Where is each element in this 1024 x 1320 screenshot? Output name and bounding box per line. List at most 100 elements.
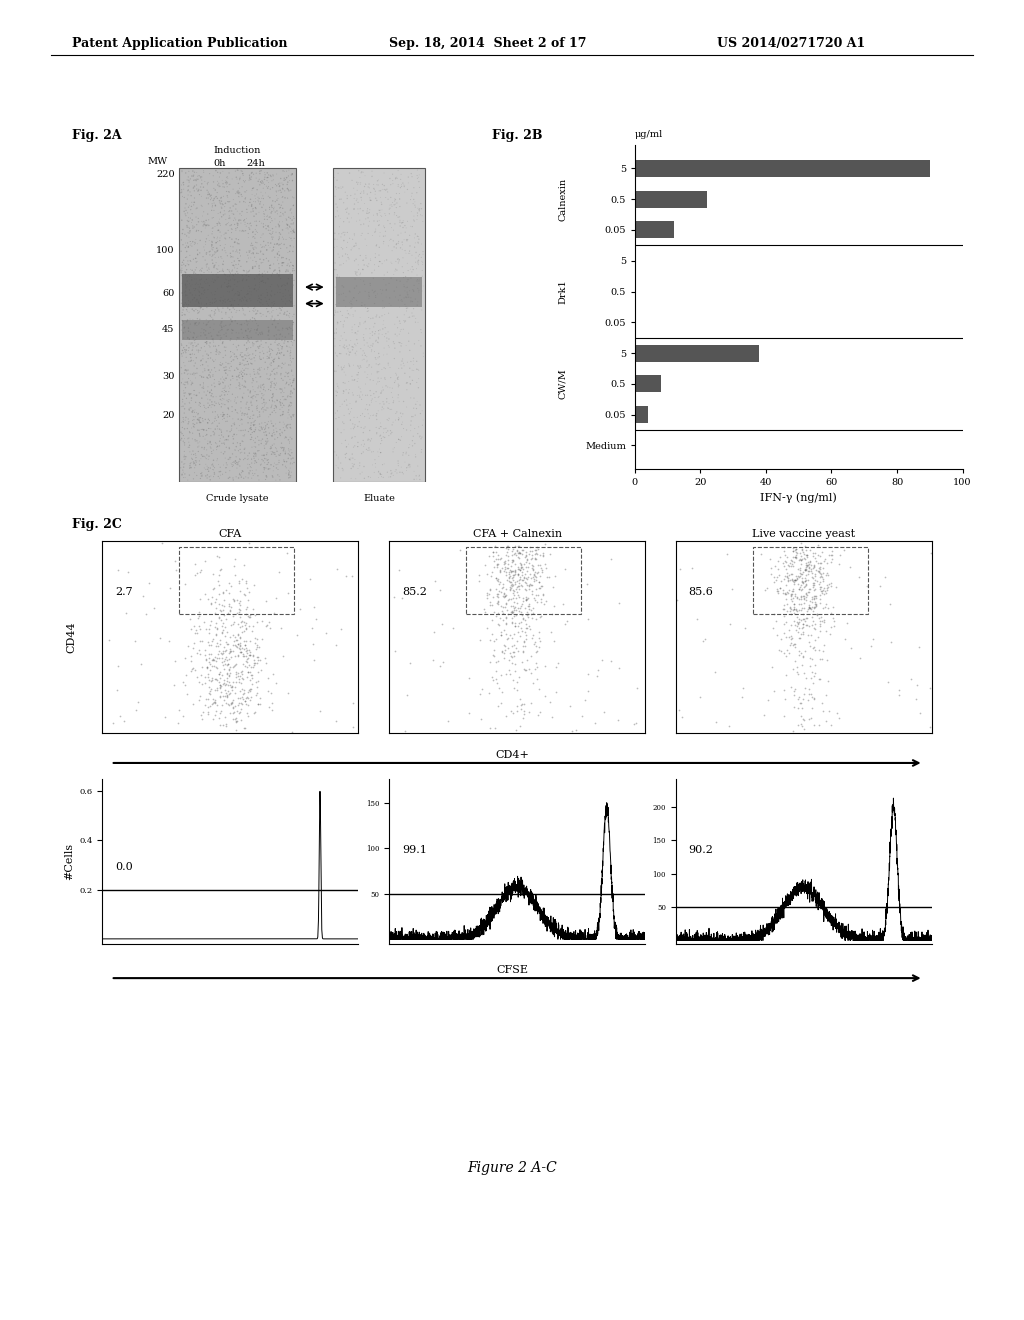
Point (206, 577, 222, 598)
Point (205, 628, 221, 649)
Point (212, 714, 228, 735)
Point (215, 655, 231, 676)
Point (800, 560, 816, 581)
Point (221, 260, 238, 281)
Point (364, 339, 380, 360)
Point (203, 185, 219, 206)
Point (543, 622, 559, 643)
Point (263, 166, 280, 187)
Point (286, 368, 302, 389)
Point (185, 170, 202, 191)
Point (263, 297, 280, 318)
Point (517, 622, 534, 643)
Point (280, 682, 296, 704)
Point (201, 242, 217, 263)
Point (283, 453, 299, 474)
Point (356, 407, 373, 428)
Point (241, 605, 257, 626)
Point (204, 454, 220, 475)
Point (203, 347, 219, 368)
Point (221, 642, 238, 663)
Point (328, 322, 344, 343)
Point (498, 705, 514, 726)
Point (191, 432, 208, 453)
Point (284, 170, 300, 191)
Point (254, 445, 270, 466)
Point (201, 651, 217, 672)
Point (247, 453, 263, 474)
Point (328, 710, 344, 731)
Point (374, 359, 390, 380)
Point (279, 168, 295, 189)
Point (270, 264, 287, 285)
Point (211, 322, 227, 343)
Point (505, 565, 521, 586)
Point (407, 210, 423, 231)
Point (278, 416, 294, 437)
Point (250, 384, 266, 405)
Point (266, 397, 283, 418)
Point (282, 345, 298, 366)
Point (215, 194, 231, 215)
Point (519, 587, 536, 609)
Point (248, 331, 264, 352)
Point (269, 234, 286, 255)
Point (200, 345, 216, 366)
Point (174, 210, 190, 231)
Point (495, 610, 511, 631)
Point (346, 454, 362, 475)
Point (197, 331, 213, 352)
Point (339, 436, 355, 457)
Point (278, 285, 294, 306)
Point (267, 191, 284, 213)
Point (280, 583, 296, 605)
Point (242, 166, 258, 187)
Point (778, 546, 795, 568)
Point (521, 701, 538, 722)
Title: Live vaccine yeast: Live vaccine yeast (753, 529, 855, 539)
Point (253, 289, 269, 310)
Point (215, 426, 231, 447)
Point (253, 289, 269, 310)
Point (502, 576, 518, 597)
Point (274, 282, 291, 304)
Point (188, 220, 205, 242)
Point (259, 239, 275, 260)
Point (234, 271, 251, 292)
Point (185, 165, 202, 186)
Point (185, 413, 202, 434)
Point (248, 300, 264, 321)
Point (391, 408, 408, 429)
Point (351, 210, 368, 231)
Point (795, 689, 811, 710)
Point (263, 209, 280, 230)
Point (188, 162, 205, 183)
Point (173, 428, 189, 449)
Point (270, 313, 287, 334)
Point (221, 582, 238, 603)
Point (215, 290, 231, 312)
Point (194, 466, 210, 487)
Point (191, 412, 208, 433)
Point (225, 611, 242, 632)
Point (525, 587, 542, 609)
Point (345, 413, 361, 434)
Point (210, 297, 226, 318)
Point (368, 247, 384, 268)
Point (477, 554, 494, 576)
Point (348, 392, 365, 413)
Point (229, 454, 246, 475)
Point (223, 312, 240, 333)
Point (224, 260, 241, 281)
Point (392, 342, 409, 363)
Point (251, 292, 267, 313)
Point (512, 569, 528, 590)
Point (234, 432, 251, 453)
Point (806, 636, 822, 657)
Point (787, 569, 804, 590)
Point (229, 232, 246, 253)
Point (798, 583, 814, 605)
Point (329, 170, 345, 191)
Point (796, 593, 812, 614)
Point (498, 578, 514, 599)
